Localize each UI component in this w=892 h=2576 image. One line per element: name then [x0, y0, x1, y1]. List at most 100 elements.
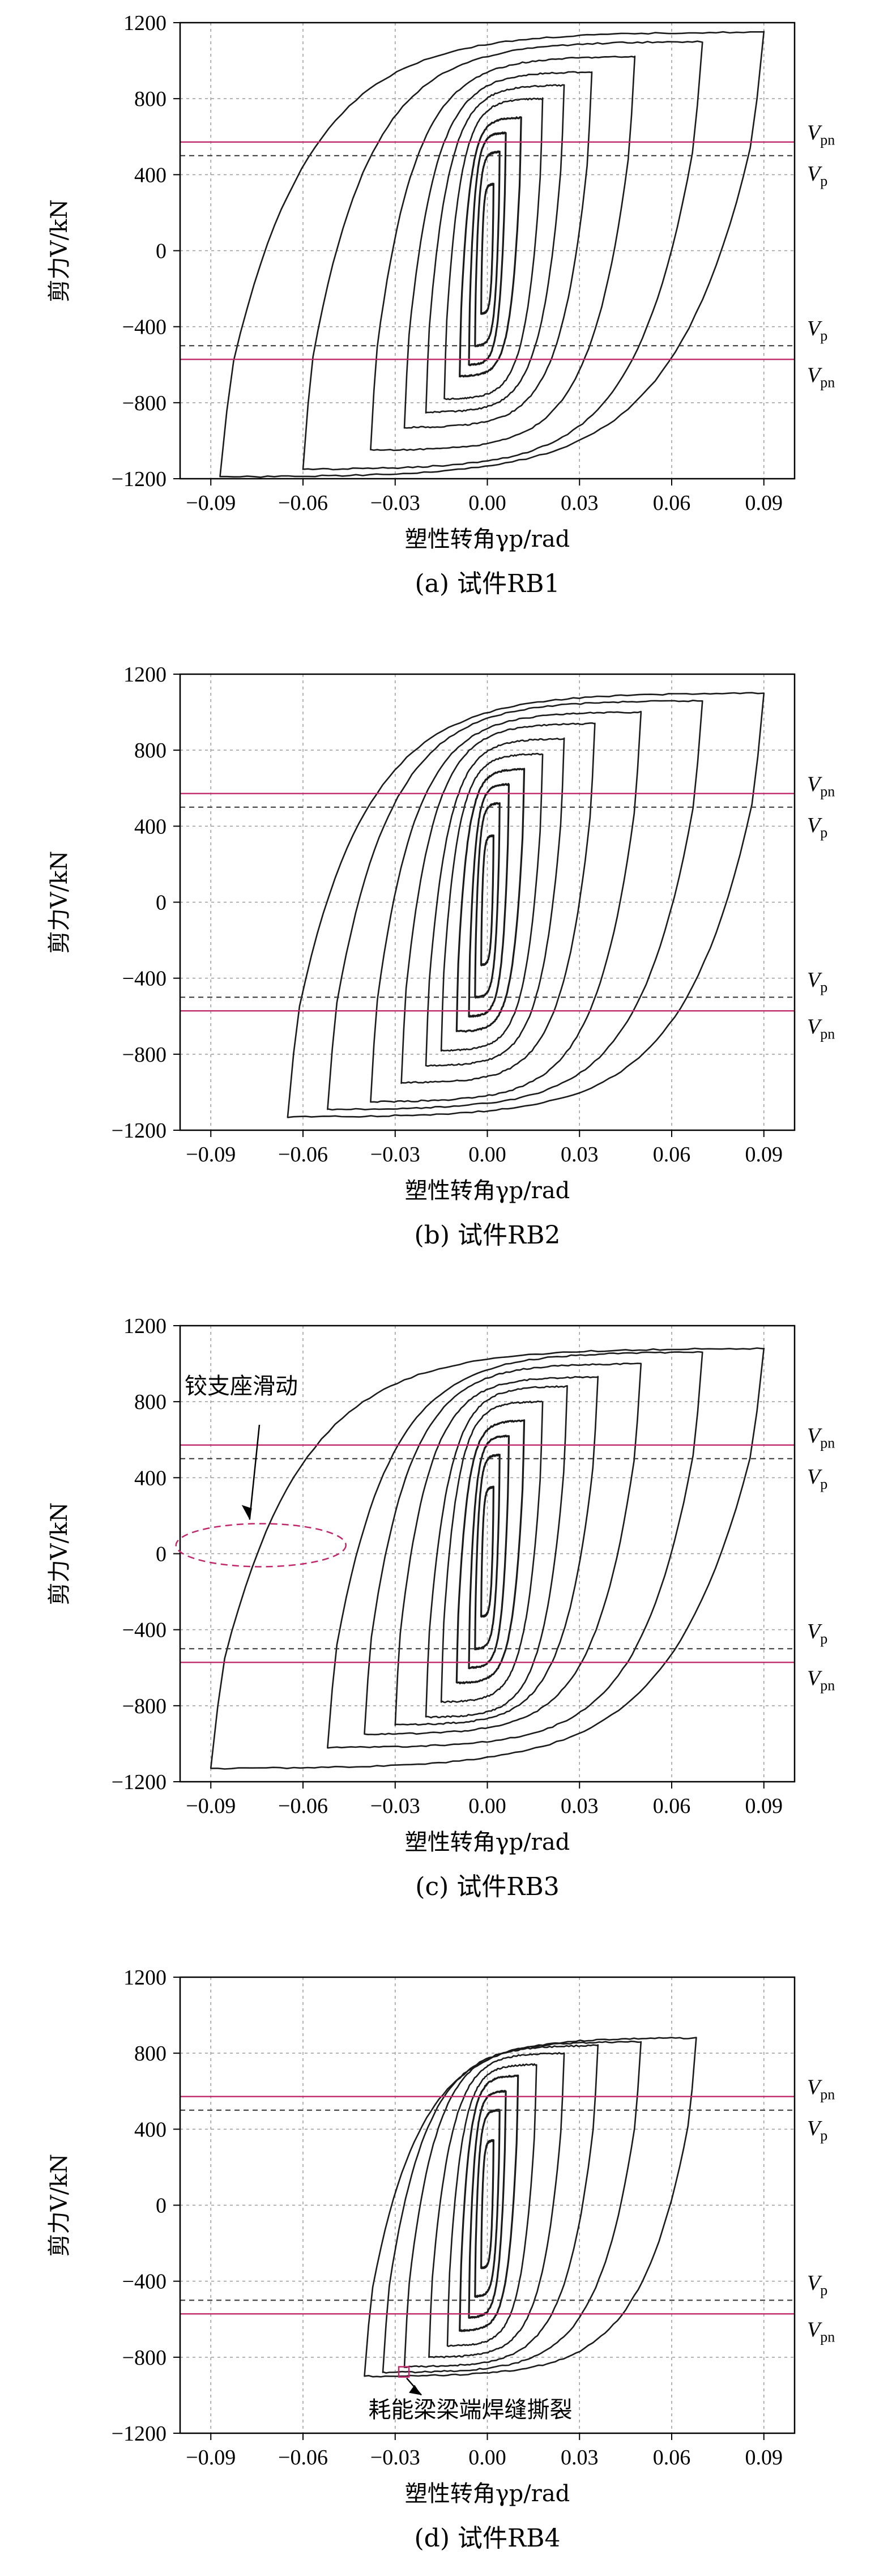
- y-tick-label: 1200: [123, 1314, 167, 1338]
- hysteresis-loop: [468, 782, 510, 1018]
- x-tick-label: 0.00: [468, 2446, 506, 2469]
- x-tick-label: 0.00: [468, 1794, 506, 1818]
- x-axis-title: 塑性转角γp/rad: [405, 2481, 570, 2507]
- y-tick-label: −400: [122, 316, 167, 339]
- y-tick-label: 1200: [123, 1966, 167, 1990]
- annotation-arrowhead: [241, 1505, 252, 1520]
- y-tick-label: −800: [122, 1694, 167, 1718]
- x-tick-label: 0.09: [745, 1794, 783, 1818]
- x-tick-label: −0.03: [370, 2446, 420, 2469]
- y-tick-label: −800: [122, 2346, 167, 2370]
- x-tick-label: −0.09: [186, 491, 236, 515]
- x-axis-title: 塑性转角γp/rad: [405, 1829, 570, 1855]
- reference-label-vpn: Vpn: [807, 121, 835, 148]
- x-axis-title: 塑性转角γp/rad: [405, 1178, 570, 1204]
- x-tick-label: −0.06: [278, 1143, 328, 1166]
- hysteresis-loop: [425, 84, 565, 414]
- y-axis-title: 剪力V/kN: [46, 2154, 72, 2257]
- hysteresis-loop: [370, 56, 636, 452]
- chart-panel-d: Vpn Vp Vp Vpn −0.09 −0.06 −0.03 0.00 0.03 0.06 0.0…: [46, 1966, 835, 2553]
- hysteresis-loop: [403, 2044, 599, 2368]
- y-tick-label: −800: [122, 1043, 167, 1067]
- y-tick-label: −1200: [112, 2422, 167, 2446]
- hysteresis-loop: [302, 40, 703, 471]
- hysteresis-loop: [394, 1376, 599, 1726]
- hysteresis-loop: [364, 1362, 642, 1736]
- panel-caption: (c) 试件RB3: [415, 1872, 559, 1901]
- hysteresis-loop: [219, 31, 765, 478]
- hysteresis-loop: [210, 1347, 765, 1770]
- x-tick-label: −0.06: [278, 2446, 328, 2469]
- annotation-arrowhead: [409, 2385, 422, 2395]
- x-tick-label: 0.09: [745, 1143, 783, 1166]
- hysteresis-loop: [480, 2139, 494, 2270]
- panel-caption: (a) 试件RB1: [415, 569, 560, 598]
- reference-label-vp: Vp: [807, 814, 827, 841]
- x-tick-label: −0.06: [278, 491, 328, 515]
- chart-panel-c: Vpn Vp Vp Vpn −0.09 −0.06 −0.03 0.00 0.03 0.06 0.0…: [46, 1314, 835, 1901]
- hysteresis-loops: [219, 31, 765, 478]
- x-tick-label: 0.06: [653, 491, 691, 515]
- y-tick-label: 0: [156, 240, 167, 263]
- hysteresis-loop: [459, 116, 522, 378]
- x-tick-label: −0.09: [186, 1794, 236, 1818]
- y-axis-title: 剪力V/kN: [46, 199, 72, 303]
- reference-label-vp: Vp: [807, 2117, 827, 2144]
- chart-panel-b: Vpn Vp Vp Vpn −0.09 −0.06 −0.03 0.00 0.03 0.06 0.0…: [46, 663, 835, 1250]
- x-tick-label: 0.09: [745, 491, 783, 515]
- y-tick-label: −800: [122, 391, 167, 415]
- y-tick-label: −400: [122, 2270, 167, 2294]
- slip-ellipse: [175, 1523, 347, 1568]
- y-tick-label: 400: [134, 2118, 167, 2141]
- y-tick-label: −400: [122, 967, 167, 991]
- hysteresis-loops: [287, 692, 765, 1118]
- x-tick-label: −0.03: [370, 1794, 420, 1818]
- y-tick-label: 800: [134, 87, 167, 111]
- x-tick-label: 0.03: [561, 2446, 599, 2469]
- y-tick-label: 800: [134, 2042, 167, 2066]
- x-tick-label: −0.09: [186, 1143, 236, 1166]
- reference-label-vpn: Vpn: [807, 1424, 835, 1451]
- y-tick-label: 400: [134, 1466, 167, 1490]
- hysteresis-loop: [480, 182, 494, 315]
- hysteresis-loops: [364, 2037, 697, 2378]
- y-axis-title: 剪力V/kN: [46, 1502, 72, 1606]
- reference-label-vp: Vp: [807, 968, 827, 995]
- hysteresis-loop: [425, 1385, 568, 1719]
- x-tick-label: 0.06: [653, 1794, 691, 1818]
- y-tick-label: 400: [134, 163, 167, 187]
- x-tick-label: −0.03: [370, 491, 420, 515]
- hysteresis-loop: [474, 802, 501, 999]
- hysteresis-loop: [455, 1419, 526, 1685]
- hysteresis-loops: [210, 1347, 765, 1770]
- y-tick-label: 1200: [123, 663, 167, 687]
- hysteresis-loop: [364, 2037, 697, 2378]
- hysteresis-loop: [443, 97, 544, 401]
- x-axis-title: 塑性转角γp/rad: [405, 526, 570, 552]
- annotation-text: 铰支座滑动: [185, 1373, 298, 1399]
- reference-label-vp: Vp: [807, 1465, 827, 1492]
- reference-label-vp: Vp: [807, 1620, 827, 1647]
- x-tick-label: 0.00: [468, 1143, 506, 1166]
- hysteresis-loop: [403, 71, 593, 429]
- reference-label-vp: Vp: [807, 162, 827, 189]
- y-tick-label: 0: [156, 1543, 167, 1566]
- x-tick-label: 0.06: [653, 1143, 691, 1166]
- x-tick-label: 0.03: [561, 1143, 599, 1166]
- y-tick-label: 800: [134, 1390, 167, 1414]
- reference-label-vpn: Vpn: [807, 773, 835, 800]
- panel-caption: (b) 试件RB2: [415, 1221, 561, 1250]
- x-tick-label: 0.00: [468, 491, 506, 515]
- hysteresis-loop: [440, 1400, 544, 1704]
- y-axis-title: 剪力V/kN: [46, 851, 72, 954]
- x-tick-label: −0.03: [370, 1143, 420, 1166]
- hysteresis-loop: [480, 1485, 494, 1618]
- x-tick-label: 0.03: [561, 1794, 599, 1818]
- reference-label-vp: Vp: [807, 2271, 827, 2298]
- annotation-arrow: [249, 1424, 261, 1520]
- y-tick-label: 0: [156, 891, 167, 915]
- hysteresis-loop: [468, 2089, 507, 2319]
- x-tick-label: −0.06: [278, 1794, 328, 1818]
- y-tick-label: 400: [134, 815, 167, 838]
